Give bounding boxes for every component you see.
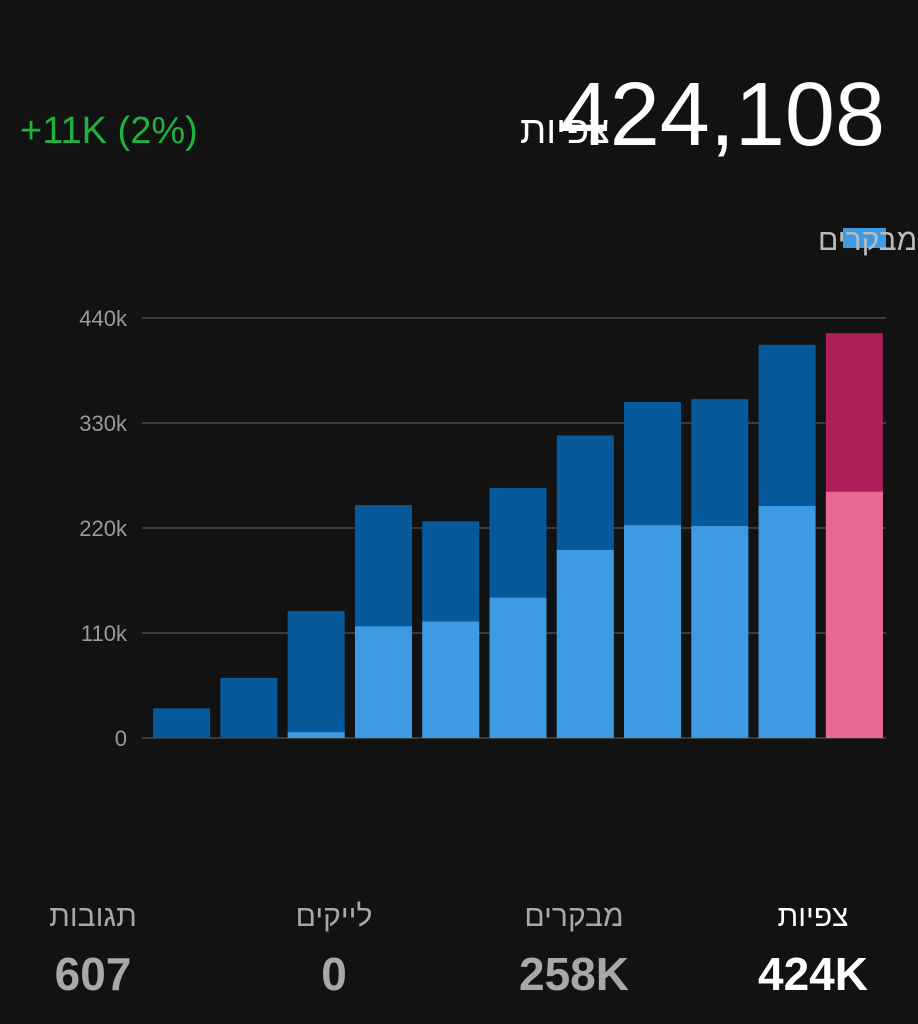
total-views: 424,108: [560, 65, 885, 165]
bar-segment: [354, 626, 412, 738]
bar-segment: [624, 525, 682, 738]
stat-value: 424K: [758, 948, 868, 1000]
bar-segment: [287, 732, 345, 738]
stat-label: צפיות: [778, 900, 849, 933]
stat-label: לייקים: [296, 900, 373, 933]
legend-swatch: [843, 228, 886, 248]
bar-segment: [758, 506, 816, 738]
bar: [287, 611, 345, 738]
bar-segment: [556, 549, 614, 738]
legend-label: מבקרים: [818, 224, 917, 257]
change: +11K (2%): [20, 110, 198, 152]
stat-value: 258K: [519, 948, 629, 1000]
y-tick-label: 110k: [81, 621, 128, 646]
bar: [220, 677, 278, 738]
bar-segment: [422, 621, 480, 738]
total-label: צפיות: [520, 110, 610, 152]
bar-segment: [489, 597, 547, 738]
y-tick-label: 220k: [79, 516, 128, 541]
stat-value: 607: [55, 948, 132, 1000]
stat-label: מבקרים: [524, 900, 623, 933]
y-tick-label: 0: [115, 726, 127, 751]
stat-value: 0: [321, 948, 347, 1000]
bar: [153, 708, 211, 738]
bar-segment: [691, 526, 749, 738]
bar-segment: [825, 491, 883, 738]
y-tick-label: 440k: [79, 306, 128, 331]
y-tick-label: 330k: [79, 411, 128, 436]
stat-label: תגובות: [49, 900, 137, 933]
